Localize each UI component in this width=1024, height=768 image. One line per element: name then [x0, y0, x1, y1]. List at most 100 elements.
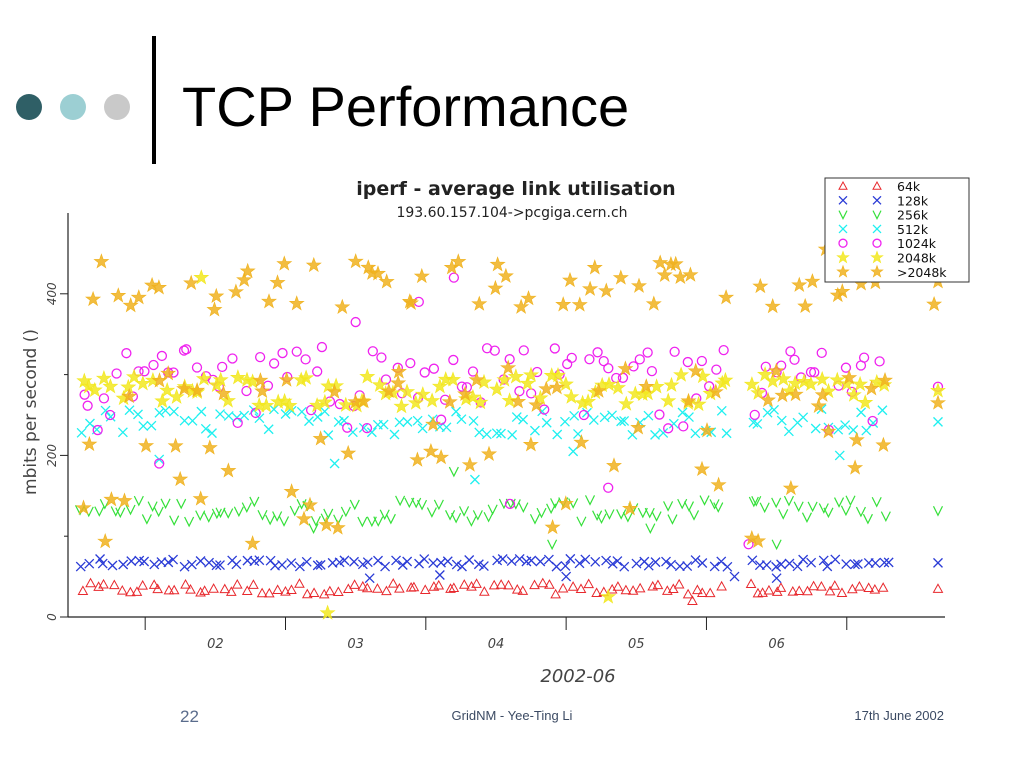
data-points	[74, 240, 946, 620]
point	[764, 297, 781, 314]
point	[310, 515, 321, 527]
point	[678, 421, 689, 432]
legend-marker	[838, 238, 848, 248]
point	[212, 371, 229, 387]
point	[785, 346, 796, 357]
legend-label: 128k	[897, 193, 929, 208]
point	[312, 412, 323, 422]
point	[863, 582, 875, 592]
point	[926, 296, 943, 312]
point	[102, 378, 119, 394]
point	[117, 427, 128, 438]
point	[160, 405, 171, 416]
point-outlier	[757, 587, 768, 597]
point	[378, 419, 389, 430]
point	[810, 423, 821, 434]
point	[762, 407, 773, 418]
point	[617, 360, 634, 376]
point	[168, 554, 179, 565]
point	[445, 371, 461, 387]
point	[248, 579, 259, 589]
legend-box	[824, 177, 970, 283]
point	[441, 393, 458, 409]
point	[855, 506, 866, 518]
legend-entry: 64k	[838, 179, 921, 194]
point	[932, 505, 944, 517]
point	[834, 283, 851, 299]
point	[829, 580, 841, 590]
point	[426, 507, 437, 518]
point	[483, 511, 494, 523]
legend-label: 1024k	[897, 236, 937, 251]
point	[634, 354, 645, 365]
point	[357, 516, 368, 528]
point	[126, 368, 143, 384]
point	[468, 415, 479, 426]
legend-marker	[872, 238, 882, 248]
point	[622, 511, 633, 523]
point	[537, 577, 549, 588]
point	[422, 442, 439, 459]
point	[97, 558, 108, 569]
point-outlier	[350, 316, 361, 328]
point	[300, 354, 311, 365]
point	[85, 577, 96, 588]
point	[718, 289, 735, 305]
point	[778, 509, 789, 520]
point	[690, 555, 701, 566]
point	[472, 394, 489, 410]
point	[93, 253, 110, 269]
point	[254, 382, 271, 398]
legend-label: 2048k	[897, 251, 937, 266]
point	[607, 410, 617, 421]
point	[711, 364, 722, 375]
point	[178, 345, 190, 356]
series-64k	[77, 577, 944, 605]
point	[86, 381, 103, 398]
point	[631, 558, 642, 569]
point	[807, 501, 818, 513]
point	[319, 406, 330, 417]
point	[340, 506, 351, 518]
point	[181, 344, 192, 355]
point	[110, 506, 121, 517]
point	[793, 585, 805, 596]
point	[634, 582, 646, 593]
point	[551, 561, 562, 572]
point	[110, 287, 127, 303]
point	[699, 495, 710, 506]
point	[850, 559, 860, 570]
point	[661, 556, 671, 567]
point	[573, 434, 590, 450]
point	[616, 416, 627, 427]
point	[381, 585, 392, 596]
point	[373, 516, 384, 527]
point	[349, 579, 360, 589]
slide-title: TCP Performance	[182, 75, 630, 138]
point	[598, 282, 615, 298]
point	[586, 259, 603, 275]
point	[697, 558, 708, 568]
point	[441, 422, 452, 433]
point	[249, 496, 260, 508]
point	[380, 374, 392, 385]
point	[342, 422, 353, 433]
point	[357, 559, 368, 570]
point	[105, 411, 116, 422]
point	[619, 561, 630, 572]
point	[643, 560, 654, 571]
point	[642, 347, 653, 358]
point	[840, 362, 852, 373]
point	[690, 395, 707, 412]
point	[291, 346, 302, 357]
point	[504, 354, 515, 365]
point	[308, 587, 320, 597]
point	[189, 382, 206, 398]
point	[654, 409, 665, 420]
legend-marker	[836, 250, 850, 264]
x-tick-label: 06	[768, 637, 785, 652]
point	[787, 585, 799, 596]
point-outlier	[561, 571, 572, 582]
point	[79, 389, 90, 400]
point	[682, 561, 693, 572]
